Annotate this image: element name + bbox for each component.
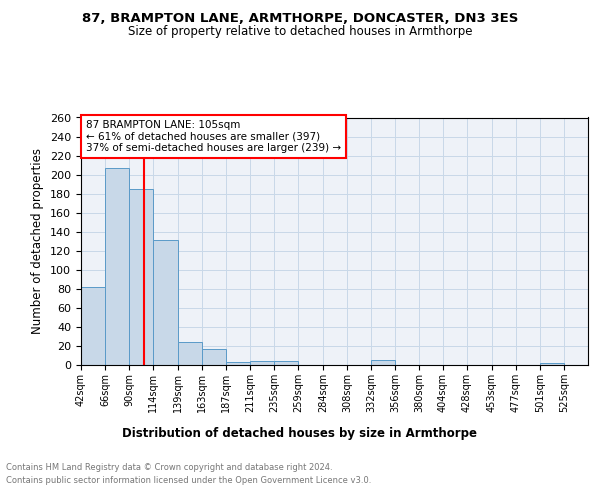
Text: Contains HM Land Registry data © Crown copyright and database right 2024.: Contains HM Land Registry data © Crown c… [6, 462, 332, 471]
Bar [540, 363, 564, 365]
Text: 87, BRAMPTON LANE, ARMTHORPE, DONCASTER, DN3 3ES: 87, BRAMPTON LANE, ARMTHORPE, DONCASTER,… [82, 12, 518, 26]
Bar [202, 349, 226, 365]
Text: Size of property relative to detached houses in Armthorpe: Size of property relative to detached ho… [128, 25, 472, 38]
Bar [274, 361, 298, 365]
Y-axis label: Number of detached properties: Number of detached properties [31, 148, 44, 334]
Bar [153, 240, 178, 365]
Text: Contains public sector information licensed under the Open Government Licence v3: Contains public sector information licen… [6, 476, 371, 485]
Bar [81, 287, 105, 365]
Bar [371, 360, 395, 365]
Bar [226, 362, 250, 365]
Bar [250, 361, 274, 365]
Text: Distribution of detached houses by size in Armthorpe: Distribution of detached houses by size … [122, 428, 478, 440]
Bar [105, 168, 129, 365]
Bar [178, 342, 202, 365]
Text: 87 BRAMPTON LANE: 105sqm
← 61% of detached houses are smaller (397)
37% of semi-: 87 BRAMPTON LANE: 105sqm ← 61% of detach… [86, 120, 341, 153]
Bar [129, 189, 153, 365]
